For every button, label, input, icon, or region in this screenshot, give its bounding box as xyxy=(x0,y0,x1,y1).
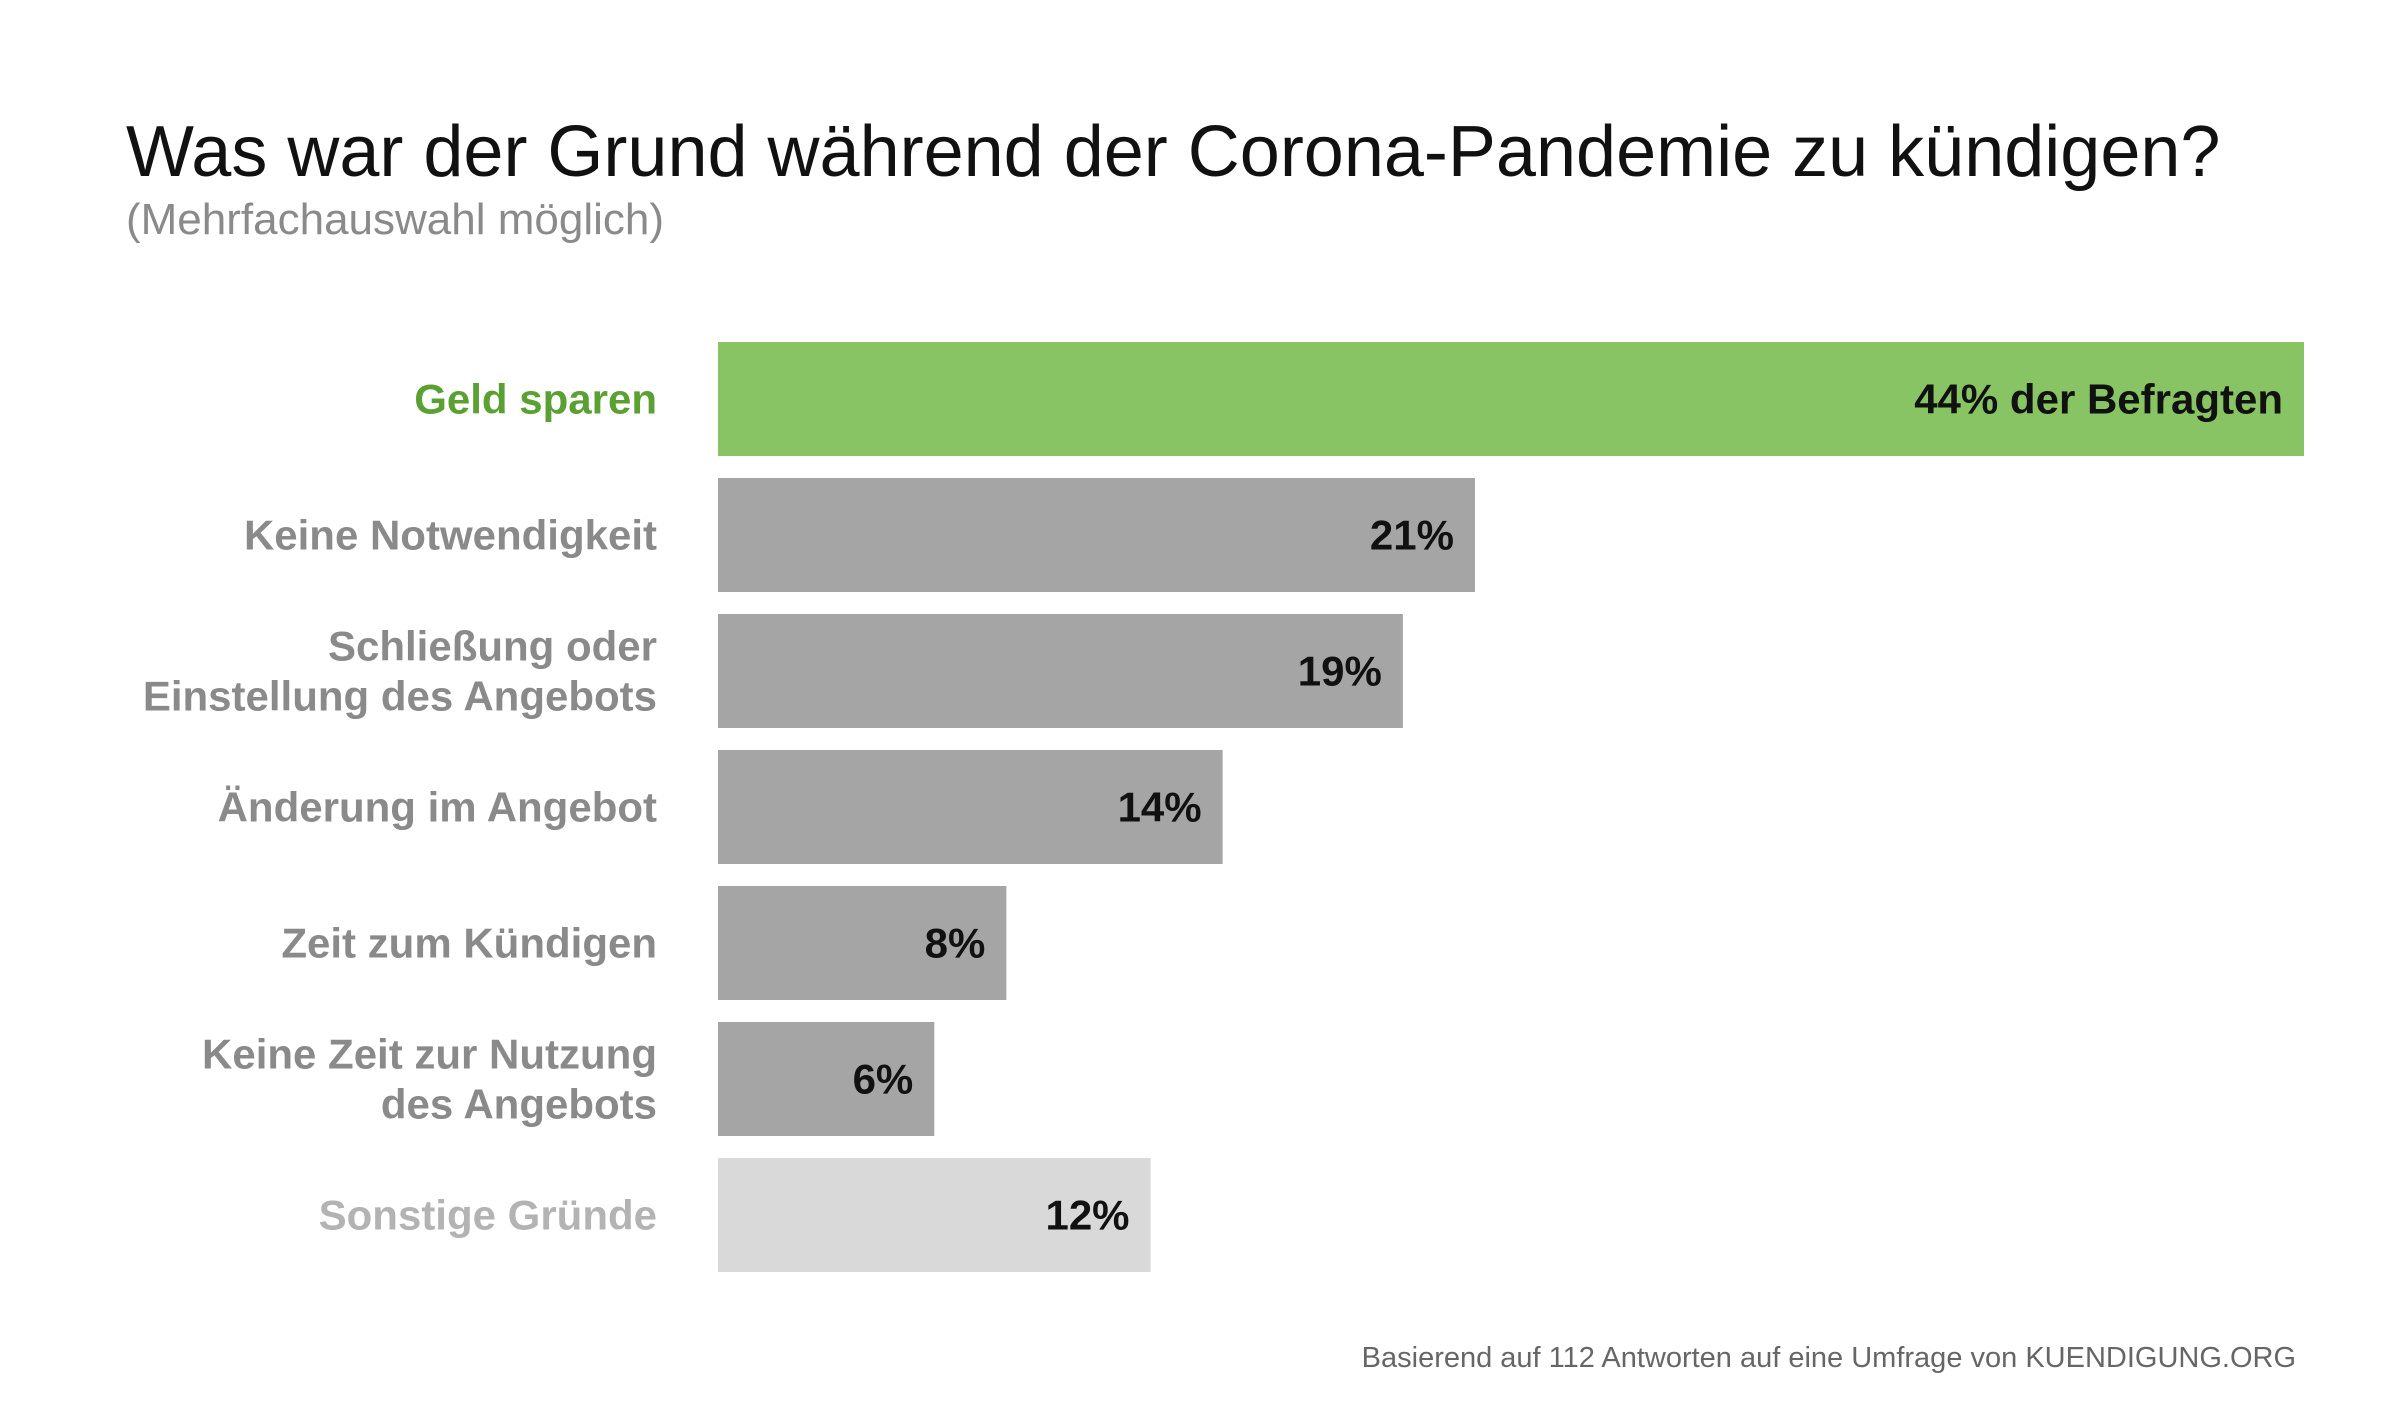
bar xyxy=(718,478,1475,592)
bar-value-label: 44% der Befragten xyxy=(1914,376,2283,423)
category-label: Zeit zum Kündigen xyxy=(281,920,657,967)
category-label: Änderung im Angebot xyxy=(218,784,657,831)
chart-subtitle: (Mehrfachauswahl möglich) xyxy=(126,195,664,244)
category-label: Keine Notwendigkeit xyxy=(244,512,657,559)
chart-title: Was war der Grund während der Corona-Pan… xyxy=(126,112,2221,192)
bar xyxy=(718,750,1223,864)
bar xyxy=(718,1022,935,1136)
bar xyxy=(718,342,2304,456)
bar-value-label: 14% xyxy=(1118,784,1202,831)
bar xyxy=(718,1158,1151,1272)
bar xyxy=(718,614,1403,728)
category-label: Sonstige Gründe xyxy=(319,1192,657,1239)
bar-value-label: 12% xyxy=(1045,1192,1129,1239)
category-label: Schließung oder Einstellung des Angebots xyxy=(143,623,657,720)
category-label: Geld sparen xyxy=(414,376,657,423)
bar xyxy=(718,886,1007,1000)
bar-value-label: 6% xyxy=(853,1056,914,1103)
bar-value-label: 8% xyxy=(925,920,986,967)
bar-value-label: 21% xyxy=(1370,512,1454,559)
source-note: Basierend auf 112 Antworten auf eine Umf… xyxy=(1361,1342,2296,1374)
category-label: Keine Zeit zur Nutzung des Angebots xyxy=(202,1031,657,1128)
bar-value-label: 19% xyxy=(1298,648,1382,695)
